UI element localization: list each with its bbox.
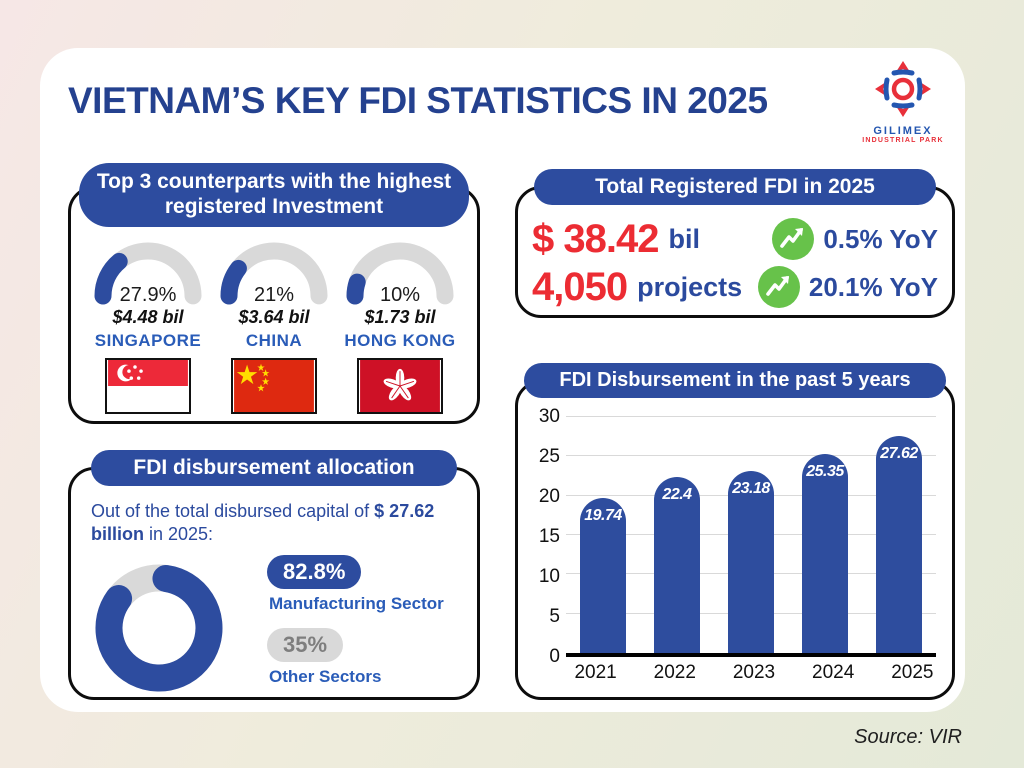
registered-capital-row: $ 38.42 bil 0.5% YoY <box>532 215 938 263</box>
counterpart-gauges: 27.9% $4.48 bil SINGAPORE <box>71 189 477 414</box>
source-credit: Source: VIR <box>854 726 962 748</box>
china-percent: 21% <box>253 284 295 306</box>
y-tick-label: 20 <box>538 486 560 507</box>
other-sectors-label: Other Sectors <box>269 666 382 686</box>
gilimex-logo: GILIMEX INDUSTRIAL PARK <box>857 60 949 144</box>
bar-2021: 19.74 <box>580 497 626 653</box>
bar-value-label: 23.18 <box>732 479 770 497</box>
allocation-header: FDI disbursement allocation <box>91 450 457 486</box>
x-tick-label: 2025 <box>891 662 934 683</box>
china-value: $3.64 bil <box>238 307 310 327</box>
allocation-intro-amount: $ 27.62 billion <box>91 501 435 545</box>
counterpart-china: 21% $3.64 bil CHINA <box>211 233 337 414</box>
hong-kong-flag <box>357 358 443 414</box>
trend-up-icon <box>772 218 815 260</box>
bar-2023: 23.18 <box>728 470 774 653</box>
top-counterparts-panel: Top 3 counterparts with the highest regi… <box>68 163 480 424</box>
y-tick-label: 15 <box>538 526 560 547</box>
counterpart-singapore: 27.9% $4.48 bil SINGAPORE <box>85 233 211 414</box>
bar-value-label: 22.4 <box>662 485 692 503</box>
chart-x-axis: 2021 2022 2023 2024 2025 <box>556 662 952 684</box>
y-tick-label: 0 <box>549 646 560 667</box>
chart-bars: 19.74 22.4 23.18 25.35 27.62 <box>566 417 936 653</box>
y-tick-label: 25 <box>538 446 560 467</box>
projects-unit: projects <box>637 271 743 302</box>
bar-2025: 27.62 <box>876 435 922 653</box>
logo-subtitle: INDUSTRIAL PARK <box>862 137 944 144</box>
china-label: CHINA <box>245 331 303 350</box>
top-counterparts-header: Top 3 counterparts with the highest regi… <box>79 163 469 227</box>
manufacturing-badge: 82.8% <box>267 554 362 589</box>
singapore-percent: 27.9% <box>119 284 177 306</box>
total-registered-header: Total Registered FDI in 2025 <box>534 169 936 205</box>
x-tick-label: 2024 <box>812 662 855 683</box>
projects-row: 4,050 projects 20.1% YoY <box>532 263 938 311</box>
counterpart-hongkong: 10% $1.73 bil HONG KONG <box>337 233 463 414</box>
hongkong-value: $1.73 bil <box>364 307 436 327</box>
hongkong-percent: 10% <box>379 284 421 306</box>
page-title: VIETNAM’S KEY FDI STATISTICS IN 2025 <box>68 80 768 121</box>
registered-capital-unit: bil <box>668 223 700 254</box>
y-tick-label: 10 <box>538 566 560 587</box>
y-tick-label: 30 <box>538 406 560 427</box>
allocation-intro-suffix: in 2025: <box>144 524 214 545</box>
y-tick-label: 5 <box>549 606 560 627</box>
logo-name: GILIMEX <box>873 125 933 137</box>
bar-2024: 25.35 <box>802 453 848 653</box>
singapore-label: SINGAPORE <box>94 331 202 350</box>
bar-value-label: 19.74 <box>584 506 622 524</box>
allocation-legend: 82.8% Manufacturing Sector 35% Other Sec… <box>267 554 444 701</box>
disbursement-chart-header: FDI Disbursement in the past 5 years <box>524 363 946 398</box>
x-tick-label: 2023 <box>732 662 776 683</box>
hongkong-label: HONG KONG <box>344 331 456 350</box>
allocation-donut-chart <box>87 556 231 700</box>
x-tick-label: 2021 <box>574 662 617 683</box>
allocation-intro: Out of the total disbursed capital of $ … <box>71 470 477 547</box>
gridline <box>566 455 936 457</box>
projects-yoy: 20.1% YoY <box>808 271 938 302</box>
x-tick-label: 2022 <box>653 662 696 683</box>
bar-value-label: 25.35 <box>806 462 844 480</box>
registered-capital-yoy: 0.5% YoY <box>823 223 938 254</box>
manufacturing-label: Manufacturing Sector <box>269 593 444 613</box>
allocation-intro-prefix: Out of the total disbursed capital of <box>91 501 375 521</box>
singapore-flag <box>105 358 191 414</box>
gilimex-logo-icon <box>875 61 931 117</box>
china-flag <box>231 358 317 414</box>
singapore-value: $4.48 bil <box>112 307 184 327</box>
bar-2022: 22.4 <box>654 476 700 653</box>
bar-value-label: 27.62 <box>880 444 918 462</box>
allocation-panel: FDI disbursement allocation Out of the t… <box>68 450 480 701</box>
total-registered-panel: Total Registered FDI in 2025 $ 38.42 bil… <box>515 169 955 318</box>
chart-y-axis: 0 5 10 15 20 25 30 <box>528 406 566 667</box>
gridline <box>566 416 936 417</box>
registered-capital-value: $ 38.42 <box>532 216 659 261</box>
trend-up-icon <box>757 266 800 308</box>
projects-value: 4,050 <box>532 264 628 309</box>
other-sectors-badge: 35% <box>267 627 344 662</box>
infographic-card: VIETNAM’S KEY FDI STATISTICS IN 2025 GIL… <box>40 48 965 712</box>
chart-plot-area: 19.74 22.4 23.18 25.35 27.62 <box>566 416 936 657</box>
